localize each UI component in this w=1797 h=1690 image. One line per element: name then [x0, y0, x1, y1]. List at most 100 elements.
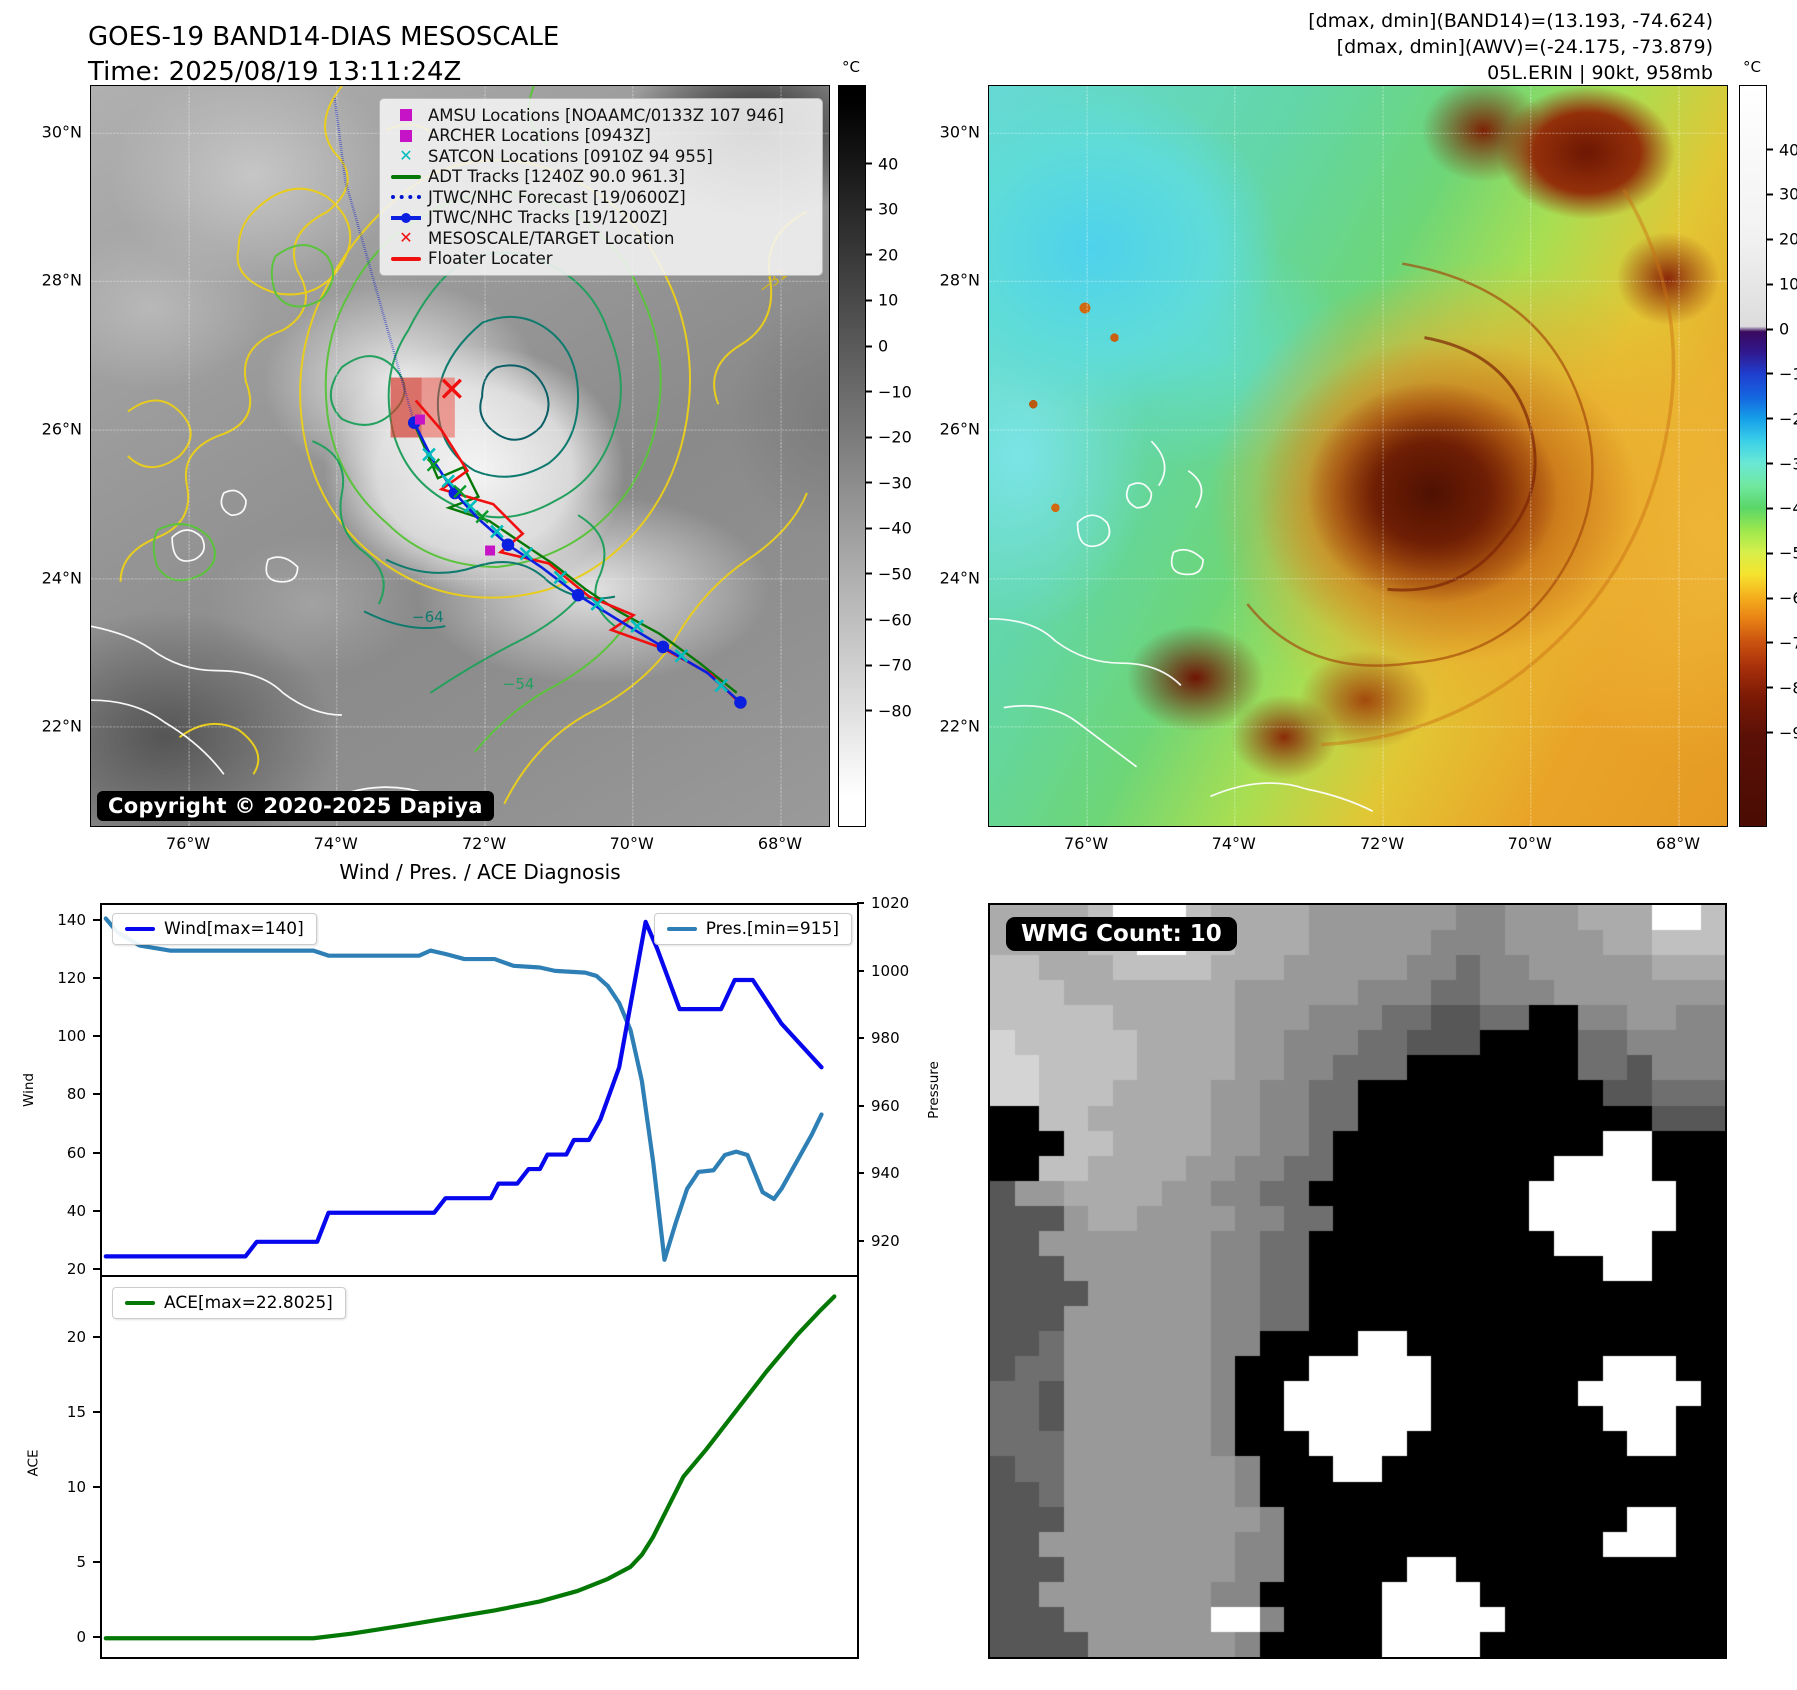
- wind-legend: Wind[max=140]: [112, 913, 317, 945]
- wind-y-axis: 140 120 100 80 60 40 20: [30, 903, 100, 1278]
- band14-satellite-map: −64 −54 −31 AMSU Locations [NOAAMC/0133Z…: [90, 85, 830, 827]
- copyright-badge: Copyright © 2020-2025 Dapiya: [97, 791, 494, 821]
- archer-amsu-markers: [414, 414, 496, 556]
- diagnosis-chart-title: Wind / Pres. / ACE Diagnosis: [339, 860, 621, 884]
- colorbar-tick: −10: [865, 382, 912, 401]
- y-tick-label: 15: [67, 1403, 100, 1421]
- page-title: GOES-19 BAND14-DIAS MESOSCALE: [88, 22, 560, 52]
- y-tick-label: 80: [67, 1085, 100, 1103]
- band14-lat-axis: 30°N 28°N 26°N 24°N 22°N: [28, 85, 88, 825]
- y-tick-label: 140: [57, 911, 100, 929]
- series-line: [106, 919, 822, 1260]
- colorbar-tick: −20: [1766, 409, 1797, 428]
- colorbar-tick: 10: [865, 291, 898, 310]
- band14-colorbar: 40 30 20 10 0 −10 −20 −30 −40 −50 −60 −70 −80: [838, 85, 912, 827]
- y-tick-label: 120: [57, 969, 100, 987]
- dark-teal-contours: [480, 365, 548, 439]
- line-marker-icon: [384, 256, 428, 261]
- y-tick-label: 1000: [857, 962, 909, 980]
- band14-lon-axis: 76°W 74°W 72°W 70°W 68°W: [90, 825, 828, 853]
- adt-fix-markers: [428, 459, 489, 523]
- axis-tick-label: 76°W: [1064, 834, 1109, 853]
- storm-spiral-arcs: [1247, 190, 1673, 745]
- wmg-pixel-image: [990, 905, 1725, 1657]
- y-tick-label: 960: [857, 1097, 900, 1115]
- colorbar-tick: −50: [1766, 544, 1797, 563]
- wind-axis-label: Wind: [20, 1073, 37, 1107]
- awv-lat-axis: 30°N 28°N 26°N 24°N 22°N: [926, 85, 986, 825]
- y-tick-label: 40: [67, 1202, 100, 1220]
- legend-label: MESOSCALE/TARGET Location: [428, 228, 675, 248]
- floater-track: [416, 401, 744, 708]
- axis-tick-label: 70°W: [1507, 834, 1552, 853]
- legend-label: AMSU Locations [NOAAMC/0133Z 107 946]: [428, 105, 784, 125]
- legend-label: ADT Tracks [1240Z 90.0 961.3]: [428, 167, 685, 187]
- storm-status: 05L.ERIN | 90kt, 958mb: [1487, 62, 1713, 84]
- axis-tick-label: 30°N: [41, 122, 82, 142]
- y-tick-label: 20: [67, 1260, 100, 1278]
- y-tick-label: 1020: [857, 894, 909, 912]
- colorbar-tick: 30: [1766, 185, 1797, 204]
- axis-tick-label: 68°W: [757, 834, 803, 853]
- colorbar-tick: 40: [1766, 140, 1797, 159]
- axis-tick-label: 26°N: [939, 419, 980, 439]
- info-block: [dmax, dmin](BAND14)=(13.193, -74.624) […: [1308, 8, 1713, 86]
- coastlines: [91, 491, 475, 819]
- awv-map-overlay: [989, 86, 1727, 826]
- colorbar-tick: −50: [865, 564, 912, 583]
- pressure-legend-label: Pres.[min=915]: [705, 919, 839, 939]
- ace-axis-label: ACE: [25, 1449, 42, 1477]
- legend-label: Floater Locater: [428, 249, 553, 269]
- ace-plot: [102, 1277, 857, 1657]
- mesoscale-target-x: [443, 380, 461, 398]
- legend-row-5: JTWC/NHC Tracks [19/1200Z]: [384, 208, 814, 229]
- legend-row-4: JTWC/NHC Forecast [19/0600Z]: [384, 187, 814, 208]
- wind-pressure-plot: [102, 905, 857, 1277]
- legend-label: JTWC/NHC Tracks [19/1200Z]: [428, 208, 668, 228]
- colorbar-tick: 20: [865, 245, 898, 264]
- pressure-legend-line: [666, 927, 697, 931]
- wind-pressure-chart: Wind[max=140] Pres.[min=915]: [100, 903, 859, 1279]
- axis-tick-label: 72°W: [1359, 834, 1405, 853]
- colorbar-tick: −80: [865, 701, 912, 720]
- axis-tick-label: 24°N: [939, 568, 980, 588]
- linedot-marker-icon: [384, 216, 428, 220]
- axis-tick-label: 28°N: [41, 270, 82, 290]
- wind-legend-label: Wind[max=140]: [164, 919, 304, 939]
- legend-row-6: ✕ MESOSCALE/TARGET Location: [384, 228, 814, 249]
- y-tick-label: 100: [57, 1027, 100, 1045]
- page-timestamp: Time: 2025/08/19 13:11:24Z: [88, 57, 462, 87]
- line-marker-icon: [384, 174, 428, 179]
- y-tick-label: 20: [67, 1328, 100, 1346]
- legend-row-1: ARCHER Locations [0943Z]: [384, 126, 814, 147]
- pressure-axis-label: Pressure: [925, 1061, 942, 1119]
- colorbar-tick: −40: [865, 519, 912, 538]
- colorbar-tick: −20: [865, 428, 912, 447]
- contour-label-54: −54: [502, 675, 535, 694]
- wmg-count-badge: WMG Count: 10: [1006, 917, 1237, 951]
- axis-tick-label: 30°N: [939, 122, 980, 142]
- axis-tick-label: 76°W: [166, 834, 211, 853]
- contour-label-64: −64: [412, 608, 444, 627]
- axis-tick-label: 22°N: [939, 716, 980, 736]
- ace-chart: ACE[max=22.8025]: [100, 1275, 859, 1659]
- legend-label: ARCHER Locations [0943Z]: [428, 126, 651, 146]
- axis-tick-label: 72°W: [461, 834, 507, 853]
- pressure-y-axis: 1020 1000 980 960 940 920: [857, 894, 927, 1275]
- ace-legend: ACE[max=22.8025]: [112, 1287, 346, 1319]
- colorbar-tick: 10: [1766, 275, 1797, 294]
- awv-colorbar: 40 30 20 10 0 −10 −20 −30 −40 −50 −60 −70 −80 −90: [1739, 85, 1797, 827]
- ace-y-axis: 20 15 10 5 0: [30, 1275, 100, 1655]
- awv-lon-axis: 76°W 74°W 72°W 70°W 68°W: [988, 825, 1726, 853]
- colorbar-tick: −60: [1766, 589, 1797, 608]
- axis-tick-label: 24°N: [41, 568, 82, 588]
- awv-satellite-map: [988, 85, 1728, 827]
- colorbar-tick: 20: [1766, 230, 1797, 249]
- jtwc-nhc-forecast-track: [335, 97, 415, 423]
- colorbar-tick: −40: [1766, 499, 1797, 518]
- square-marker-icon: [384, 109, 428, 122]
- axis-tick-label: 22°N: [41, 716, 82, 736]
- colorbar-tick: 0: [1766, 320, 1789, 339]
- map-legend: AMSU Locations [NOAAMC/0133Z 107 946] ARC…: [379, 98, 823, 276]
